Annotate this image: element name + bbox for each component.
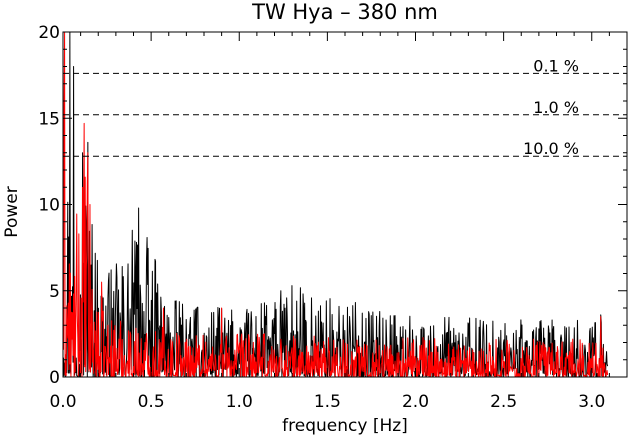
threshold-layer: 0.1 % 1.0 % 10.0 % xyxy=(63,56,627,158)
y-tick-label-0: 0 xyxy=(49,368,60,388)
series-layer xyxy=(63,31,609,378)
threshold-label-1: 1.0 % xyxy=(533,98,579,117)
series-line-0 xyxy=(63,31,609,378)
x-tick-label-1: 0.5 xyxy=(138,392,165,412)
y-tick-label-4: 20 xyxy=(38,23,60,43)
y-axis-label: Power xyxy=(2,186,22,237)
chart-title: TW Hya – 380 nm xyxy=(251,0,438,24)
x-tick-label-2: 1.0 xyxy=(226,392,253,412)
threshold-label-2: 10.0 % xyxy=(523,139,579,158)
y-tick-label-2: 10 xyxy=(38,196,60,216)
x-axis-label: frequency [Hz] xyxy=(282,416,408,436)
plot-frame xyxy=(62,31,628,378)
threshold-label-0: 0.1 % xyxy=(533,56,579,75)
y-tick-label-3: 15 xyxy=(38,109,60,129)
y-tick-label-1: 5 xyxy=(49,282,60,302)
x-tick-label-5: 2.5 xyxy=(490,392,517,412)
tick-layer: 0.0 0.5 1.0 1.5 2.0 2.5 3.0 0 5 10 15 20 xyxy=(38,23,627,412)
x-tick-label-4: 2.0 xyxy=(402,392,429,412)
x-tick-label-6: 3.0 xyxy=(578,392,605,412)
x-tick-label-0: 0.0 xyxy=(49,392,76,412)
series-line-1 xyxy=(63,31,609,378)
x-tick-label-3: 1.5 xyxy=(314,392,341,412)
